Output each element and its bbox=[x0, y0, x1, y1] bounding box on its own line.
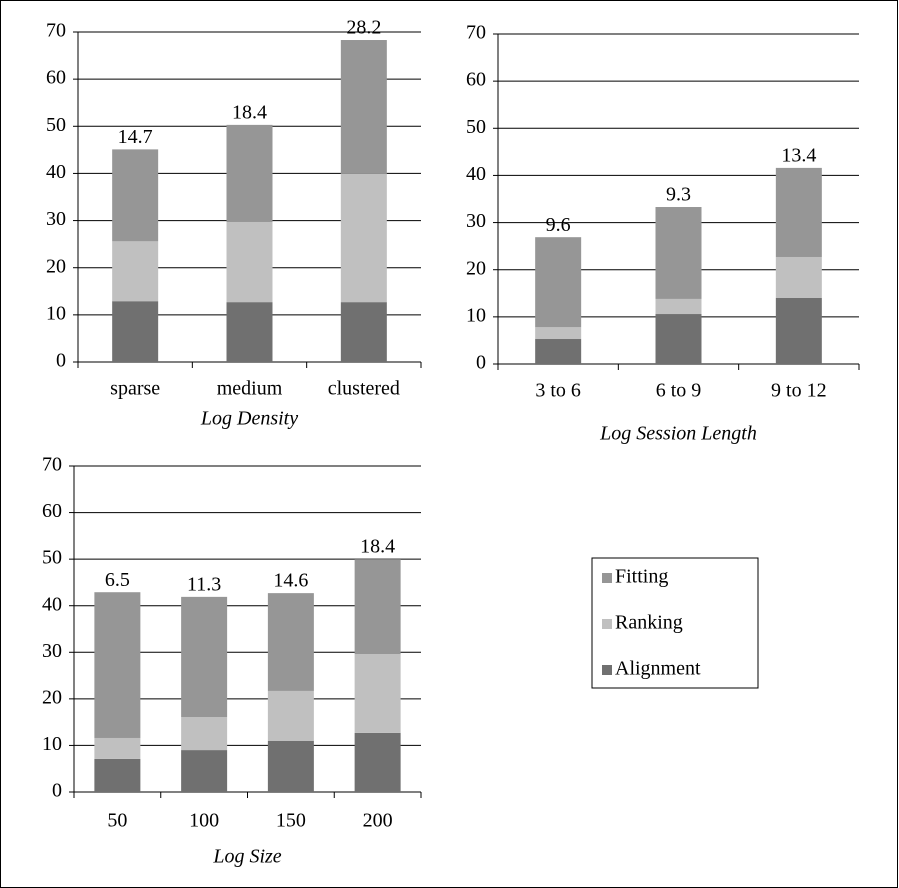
bar-segment bbox=[267, 690, 314, 741]
y-tick-label: 60 bbox=[466, 69, 486, 91]
bar-segment bbox=[354, 654, 401, 733]
x-tick-label: 100 bbox=[189, 810, 219, 832]
y-tick-label: 70 bbox=[46, 20, 66, 42]
y-tick-label: 40 bbox=[42, 593, 62, 615]
legend-label: Ranking bbox=[615, 612, 683, 634]
bar-label: 14.7 bbox=[118, 126, 153, 148]
x-axis-title: Log Density bbox=[200, 408, 298, 430]
y-tick-label: 10 bbox=[42, 733, 62, 755]
bar-segment bbox=[775, 256, 822, 298]
bar-label: 13.4 bbox=[781, 144, 816, 166]
bar-segment bbox=[181, 717, 228, 751]
bar-segment bbox=[535, 339, 582, 364]
x-tick-label: 9 to 12 bbox=[771, 380, 827, 402]
bar-segment bbox=[181, 750, 228, 792]
y-tick-label: 60 bbox=[42, 500, 62, 522]
legend-swatch bbox=[602, 665, 612, 675]
y-tick-label: 40 bbox=[46, 161, 66, 183]
x-axis-title: Log Session Length bbox=[599, 423, 757, 445]
y-tick-label: 70 bbox=[42, 454, 62, 476]
bar-label: 18.4 bbox=[360, 536, 395, 558]
y-tick-label: 40 bbox=[466, 163, 486, 185]
x-tick-label: 6 to 9 bbox=[656, 380, 702, 402]
bar-segment bbox=[340, 173, 387, 303]
bar-segment bbox=[354, 559, 401, 655]
x-axis-title: Log Size bbox=[212, 846, 281, 868]
bar-segment bbox=[340, 40, 387, 174]
legend-swatch bbox=[602, 573, 612, 583]
bar-label: 18.4 bbox=[232, 101, 267, 123]
x-tick-label: clustered bbox=[328, 378, 400, 400]
bar-segment bbox=[94, 592, 141, 738]
bar-segment bbox=[775, 167, 822, 257]
bar-segment bbox=[112, 301, 159, 362]
y-tick-label: 0 bbox=[52, 780, 62, 802]
y-tick-label: 20 bbox=[466, 257, 486, 279]
bar-segment bbox=[340, 302, 387, 362]
y-tick-label: 50 bbox=[466, 116, 486, 138]
y-tick-label: 60 bbox=[46, 67, 66, 89]
x-tick-label: 3 to 6 bbox=[535, 380, 581, 402]
y-tick-label: 10 bbox=[46, 302, 66, 324]
bar-segment bbox=[267, 740, 314, 792]
legend-label: Alignment bbox=[615, 658, 701, 680]
bar-label: 9.3 bbox=[666, 184, 691, 206]
legend-label: Fitting bbox=[615, 566, 668, 588]
y-tick-label: 0 bbox=[56, 350, 66, 372]
x-tick-label: sparse bbox=[110, 378, 160, 400]
y-tick-label: 30 bbox=[42, 640, 62, 662]
x-tick-label: 150 bbox=[276, 810, 306, 832]
bar-segment bbox=[226, 221, 273, 303]
y-tick-label: 0 bbox=[476, 352, 486, 374]
bar-segment bbox=[112, 241, 159, 302]
bar-segment bbox=[535, 327, 582, 340]
bar-segment bbox=[655, 207, 702, 299]
y-tick-label: 20 bbox=[46, 255, 66, 277]
bar-segment bbox=[94, 737, 141, 759]
y-tick-label: 50 bbox=[42, 547, 62, 569]
bar-segment bbox=[94, 758, 141, 792]
legend-box bbox=[591, 557, 759, 689]
x-tick-label: 50 bbox=[107, 810, 127, 832]
bar-segment bbox=[354, 732, 401, 792]
y-tick-label: 10 bbox=[466, 304, 486, 326]
y-tick-label: 30 bbox=[466, 210, 486, 232]
bar-segment bbox=[226, 124, 273, 222]
bar-segment bbox=[775, 298, 822, 364]
y-tick-label: 20 bbox=[42, 686, 62, 708]
y-tick-label: 70 bbox=[466, 22, 486, 44]
bar-segment bbox=[535, 237, 582, 328]
bar-segment bbox=[655, 314, 702, 364]
bar-label: 9.6 bbox=[546, 214, 571, 236]
y-tick-label: 50 bbox=[46, 114, 66, 136]
bar-label: 6.5 bbox=[105, 569, 130, 591]
y-tick-label: 30 bbox=[46, 208, 66, 230]
bar-segment bbox=[655, 298, 702, 315]
bar-segment bbox=[267, 593, 314, 691]
x-tick-label: medium bbox=[217, 378, 283, 400]
bar-segment bbox=[181, 596, 228, 718]
x-tick-label: 200 bbox=[363, 810, 393, 832]
bar-label: 11.3 bbox=[187, 573, 221, 595]
bar-label: 14.6 bbox=[273, 570, 308, 592]
bar-label: 28.2 bbox=[346, 17, 381, 39]
bar-segment bbox=[226, 302, 273, 362]
legend-swatch bbox=[602, 619, 612, 629]
bar-segment bbox=[112, 149, 159, 242]
